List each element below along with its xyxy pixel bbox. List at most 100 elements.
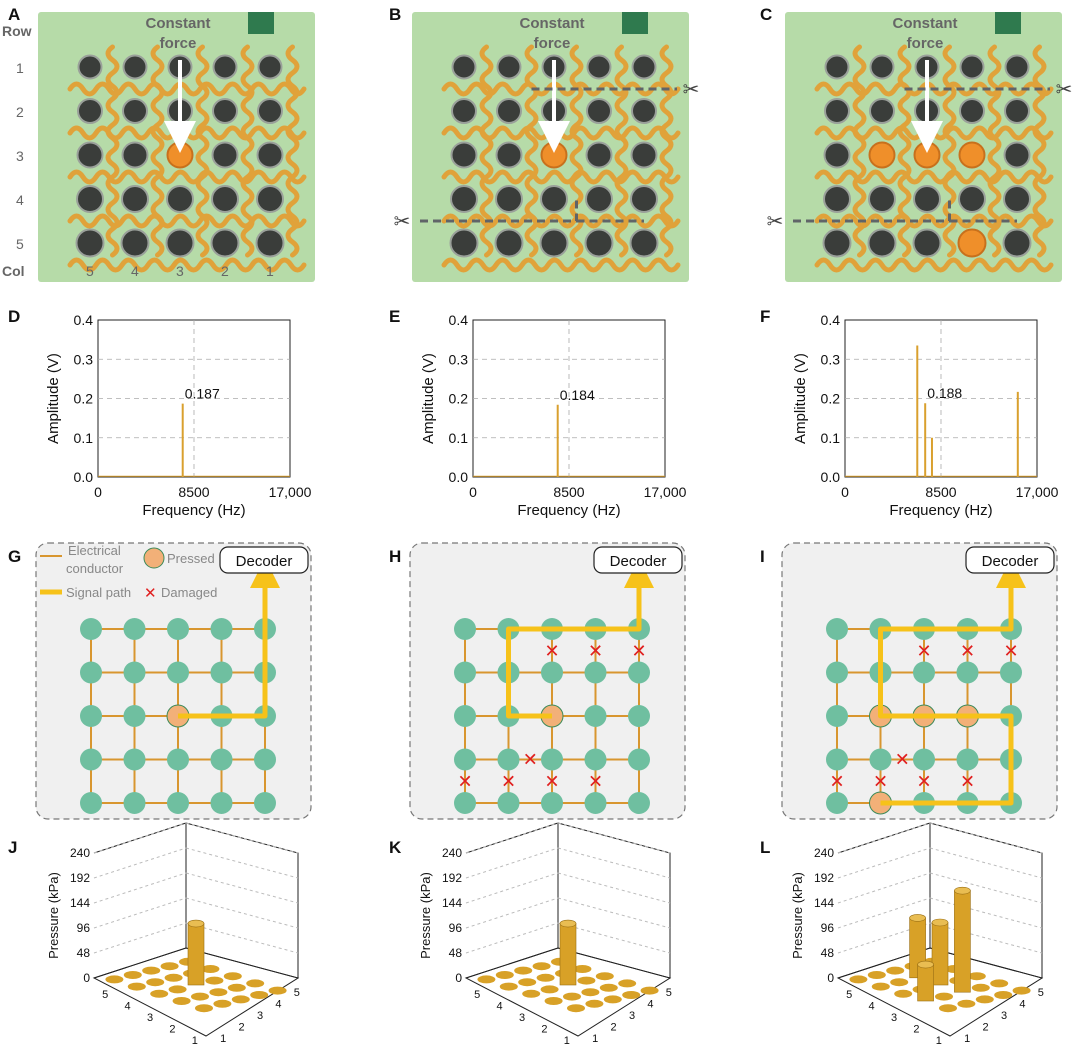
sensor-button	[76, 185, 104, 213]
sensor-node	[80, 705, 102, 727]
sensor-button	[1004, 54, 1030, 80]
sensor-node	[167, 792, 189, 814]
axis-tick-label: 4	[647, 998, 653, 1010]
sensor-node	[123, 748, 146, 771]
axis-tick-label: 4	[275, 998, 281, 1010]
row-number: 3	[16, 148, 24, 164]
floor-disc	[201, 965, 220, 973]
damaged-mark: ✕	[960, 641, 975, 661]
legend-pressed-swatch	[143, 547, 165, 569]
axis-tick-label: 2	[611, 1022, 617, 1034]
pressure-bar	[954, 890, 971, 993]
floor-disc	[191, 992, 209, 1001]
floor-disc	[990, 979, 1009, 988]
sensor-button	[867, 228, 897, 258]
damaged-mark: ✕	[544, 641, 559, 661]
sensor-button	[212, 54, 238, 80]
x-axis-label: Frequency (Hz)	[142, 502, 245, 519]
y-tick-label: 0.4	[74, 312, 94, 328]
sensor-node	[210, 618, 233, 640]
serpentine-row	[441, 257, 681, 273]
floor-disc	[1012, 986, 1031, 995]
axis-tick-label: 4	[869, 1000, 875, 1012]
axis-tick-label: 3	[257, 1010, 263, 1022]
sensor-button	[77, 98, 103, 124]
floor-disc	[886, 966, 905, 975]
pressure-bar	[187, 923, 205, 986]
floor-disc	[246, 979, 265, 988]
sensor-button	[959, 54, 985, 80]
legend-signal: Signal path	[66, 585, 131, 600]
y-tick-label: 0.1	[821, 430, 841, 446]
floor-disc	[935, 992, 953, 1001]
floor-disc	[105, 975, 124, 984]
spectrum-panel-d: 0.0 0.1 0.2 0.3 0.4 0 8500 17,000 Frequency (Hz)…	[45, 312, 312, 519]
serpentine-col	[659, 44, 674, 258]
z-tick-label: 192	[70, 871, 90, 885]
floor-disc	[577, 976, 596, 985]
scissors-icon: ✂	[683, 79, 700, 101]
col-number: 2	[221, 263, 229, 279]
sensor-button	[630, 141, 658, 169]
gridline	[837, 822, 931, 854]
sensor-node	[123, 661, 146, 684]
panel-letter-d: D	[8, 307, 20, 326]
z-tick-label: 240	[70, 846, 90, 860]
force-label-line2: force	[160, 35, 197, 52]
sensor-node	[210, 792, 233, 814]
floor-disc	[563, 992, 581, 1001]
pressure-bar-top	[917, 960, 934, 969]
panel-letter-c: C	[760, 5, 772, 24]
floor-disc	[540, 985, 559, 994]
y-tick-label: 0.3	[74, 351, 94, 367]
x-tick-label: 8500	[553, 484, 584, 500]
y-tick-label: 0.0	[449, 469, 469, 485]
serpentine-row	[814, 213, 1054, 229]
gridline	[185, 847, 299, 879]
sensor-node	[497, 748, 520, 771]
y-tick-label: 0.2	[74, 391, 94, 407]
floor-disc	[223, 972, 242, 981]
pressure-bar-top	[909, 914, 926, 922]
sensor-button	[586, 54, 612, 80]
serpentine-col	[195, 44, 210, 258]
y-tick-label: 0.4	[821, 312, 841, 328]
sensor-button	[449, 228, 479, 258]
z-tick-label: 48	[77, 946, 91, 960]
floor-disc	[127, 982, 146, 991]
row-number: 2	[16, 104, 24, 120]
sensor-node	[454, 792, 476, 814]
panel-letter-i: I	[760, 547, 765, 566]
sensor-button	[822, 228, 852, 258]
cut-line-bottom	[420, 199, 644, 223]
y-tick-label: 0.2	[449, 391, 469, 407]
floor-disc	[160, 962, 179, 971]
sensor-button	[451, 54, 477, 80]
panel-letters: A B C D E F G H I J K L	[8, 5, 772, 857]
axis-tick-label: 5	[474, 989, 480, 1001]
sensor-button	[959, 98, 985, 124]
sensor-node	[80, 618, 102, 640]
z-tick-label: 96	[77, 921, 91, 935]
pressure-bar-top	[954, 886, 971, 895]
pressed-button	[958, 141, 986, 169]
sensor-button	[495, 185, 523, 213]
axis-tick-label: 5	[846, 989, 852, 1001]
legend-pressed: Pressed	[167, 551, 215, 566]
axis-tick-label: 1	[592, 1033, 598, 1045]
serpentine-row	[441, 213, 681, 229]
x-tick-label: 0	[94, 484, 102, 500]
panel-letter-b: B	[389, 5, 401, 24]
z-tick-label: 0	[455, 971, 462, 985]
z-axis-label: Pressure (kPa)	[790, 872, 805, 959]
x-tick-label: 17,000	[1016, 484, 1059, 500]
sensor-node	[454, 618, 476, 640]
sensor-button	[869, 54, 895, 80]
floor-disc	[640, 986, 659, 995]
sensor-node	[454, 748, 476, 771]
floor-disc	[939, 1004, 957, 1013]
sensor-button	[75, 228, 105, 258]
gridline	[929, 897, 1043, 929]
